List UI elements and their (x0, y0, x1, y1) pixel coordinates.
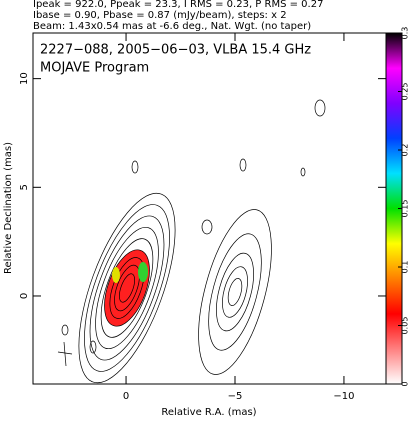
chart-title: 2227−088, 2005−06−03, VLBA 15.4 GHz (40, 43, 311, 58)
x-axis-label: Relative R.A. (mas) (161, 407, 256, 418)
x-tick-label: −10 (333, 391, 354, 402)
chart-subtitle: MOJAVE Program (40, 61, 149, 76)
colorbar-tick-label: 0 (401, 381, 409, 386)
colorbar-tick-label: 0.3 (401, 27, 409, 40)
colorbar-tick-label: 0.25 (401, 83, 409, 101)
colorbar-tick-label: 0.15 (401, 200, 409, 218)
colorbar-tick-label: 0.2 (401, 144, 409, 157)
header-line: Beam: 1.43x0.54 mas at -6.6 deg., Nat. W… (33, 21, 311, 32)
header-line: Ipeak = 922.0, Ppeak = 23.3, I RMS = 0.2… (33, 0, 323, 10)
header-line: Ibase = 0.90, Pbase = 0.87 (mJy/beam), s… (33, 10, 287, 21)
colorbar-tick-label: 0.1 (401, 261, 409, 274)
colorbar-tick-label: 0.05 (401, 317, 409, 335)
y-tick-label: 5 (19, 184, 30, 190)
y-tick-label: 10 (19, 72, 30, 85)
contours (57, 99, 326, 384)
y-axis-label: Relative Declination (mas) (3, 142, 14, 274)
y-tick-label: 0 (19, 293, 30, 299)
x-tick-label: 0 (123, 391, 129, 402)
plot-frame (32, 32, 387, 385)
x-tick-label: −5 (228, 391, 243, 402)
